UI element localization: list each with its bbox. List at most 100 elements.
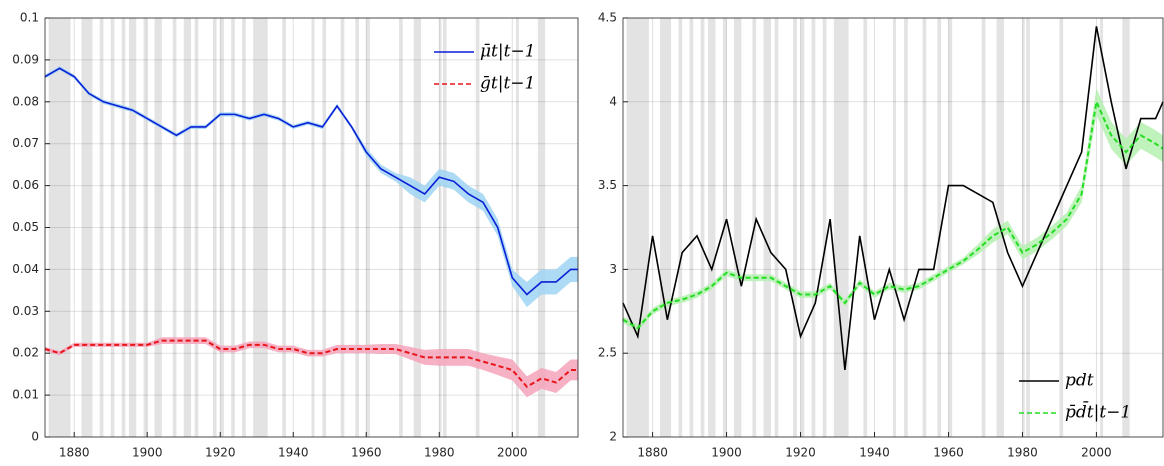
y-tick-label: 0: [31, 430, 39, 444]
recession-band: [355, 18, 359, 437]
confidence-band: [45, 337, 578, 398]
recession-band: [121, 18, 126, 437]
series-line: [44, 339, 578, 388]
recession-band: [1122, 18, 1130, 437]
recession-band: [659, 18, 672, 437]
recession-band: [811, 18, 816, 437]
panel: 2 2.5 3 3.5 4 4.5 1880 1900 1920 1940 1960 1980 2000…: [598, 11, 1164, 460]
recession-band: [220, 18, 224, 437]
recession-band: [678, 18, 683, 437]
recession-band: [893, 18, 896, 437]
recession-band: [763, 18, 771, 437]
x-tick-label: 1900: [711, 446, 742, 460]
recession-band: [413, 18, 422, 437]
recession-band: [253, 18, 268, 437]
legend-label: ḡt|t−1: [480, 74, 535, 94]
y-tick-label: 0.05: [12, 220, 39, 234]
confidence-band: [45, 66, 578, 308]
recession-band: [128, 18, 137, 437]
y-tick-label: 4: [609, 94, 617, 108]
recession-band: [1026, 18, 1030, 437]
panel: 0 0.01 0.02 0.03 0.04 0.05 0.06 0.07 0.08 0.09 0.1…: [12, 11, 579, 460]
recession-band: [626, 18, 649, 437]
recession-band: [322, 18, 327, 437]
recession-band: [340, 18, 345, 437]
x-tick-label: 1940: [859, 446, 890, 460]
y-tick-label: 2.5: [598, 346, 617, 360]
recession-band: [981, 18, 986, 437]
recession-band: [172, 18, 177, 437]
recession-band: [183, 18, 192, 437]
recession-band: [99, 18, 104, 437]
legend-label: μ̄t|t−1: [480, 42, 536, 62]
legend-label: p̄d̄t|t−1: [1065, 400, 1131, 423]
y-tick-label: 0.09: [12, 52, 39, 66]
recession-band: [442, 18, 447, 437]
y-tick-label: 0.08: [12, 94, 39, 108]
y-tick-label: 2: [609, 430, 617, 444]
recession-band: [48, 18, 71, 437]
recession-band: [822, 18, 827, 437]
x-tick-label: 1880: [637, 446, 668, 460]
recession-band: [700, 18, 705, 437]
x-tick-label: 1960: [933, 446, 964, 460]
x-tick-label: 1880: [59, 446, 90, 460]
recession-band: [904, 18, 908, 437]
y-tick-label: 0.07: [12, 136, 39, 150]
y-tick-label: 3.5: [598, 178, 617, 192]
x-tick-label: 2000: [497, 446, 528, 460]
recession-band: [922, 18, 927, 437]
legend-label: pdt: [1065, 371, 1094, 391]
recession-band: [1022, 18, 1025, 437]
recession-band: [1100, 18, 1104, 437]
recession-band: [863, 18, 868, 437]
recession-band: [793, 18, 797, 437]
recession-band: [282, 18, 286, 437]
x-tick-label: 1920: [205, 446, 236, 460]
y-tick-label: 0.02: [12, 346, 39, 360]
axes-frame: [622, 17, 1164, 438]
recession-band: [689, 18, 694, 437]
series-line: [44, 67, 578, 296]
x-tick-label: 2000: [1081, 446, 1112, 460]
recession-band: [194, 18, 199, 437]
recession-band: [81, 18, 93, 437]
y-tick-label: 4.5: [598, 11, 617, 25]
recession-band: [537, 18, 546, 437]
recession-band: [475, 18, 480, 437]
x-tick-label: 1980: [424, 446, 455, 460]
recession-band: [154, 18, 162, 437]
recession-band: [399, 18, 403, 437]
recession-band: [311, 18, 315, 437]
y-tick-label: 3: [609, 262, 617, 276]
recession-band: [231, 18, 235, 437]
recession-band: [439, 18, 442, 437]
recession-band: [212, 18, 217, 437]
x-tick-label: 1940: [278, 446, 309, 460]
recession-band: [708, 18, 716, 437]
y-tick-label: 0.06: [12, 178, 39, 192]
recession-band: [948, 18, 953, 437]
y-tick-label: 0.1: [20, 11, 39, 25]
recession-band: [110, 18, 115, 437]
recession-band: [515, 18, 519, 437]
recession-band: [143, 18, 148, 437]
recession-band: [366, 18, 370, 437]
y-tick-label: 0.01: [12, 388, 39, 402]
axes-frame: [44, 17, 579, 438]
recession-band: [833, 18, 849, 437]
recession-band: [800, 18, 805, 437]
recession-band: [733, 18, 742, 437]
recession-band: [774, 18, 779, 437]
y-tick-label: 0.03: [12, 304, 39, 318]
x-tick-label: 1920: [785, 446, 816, 460]
x-tick-label: 1960: [351, 446, 382, 460]
series-line: [622, 26, 1164, 371]
recession-band: [242, 18, 246, 437]
y-tick-label: 0.04: [12, 262, 39, 276]
series-line: [622, 98, 1164, 330]
recession-band: [937, 18, 942, 437]
x-tick-label: 1980: [1007, 446, 1038, 460]
x-tick-label: 1900: [132, 446, 163, 460]
